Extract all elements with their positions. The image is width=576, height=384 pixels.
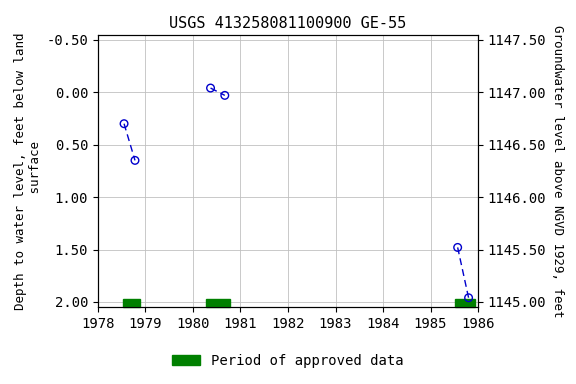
Y-axis label: Depth to water level, feet below land
 surface: Depth to water level, feet below land su… bbox=[14, 32, 42, 310]
Point bbox=[119, 121, 128, 127]
Point bbox=[453, 244, 463, 250]
Point bbox=[206, 85, 215, 91]
Point bbox=[130, 157, 139, 164]
Point bbox=[220, 92, 229, 98]
Bar bbox=[123, 299, 140, 307]
Point bbox=[464, 295, 473, 301]
Bar bbox=[206, 299, 230, 307]
Title: USGS 413258081100900 GE-55: USGS 413258081100900 GE-55 bbox=[169, 16, 407, 31]
Y-axis label: Groundwater level above NGVD 1929, feet: Groundwater level above NGVD 1929, feet bbox=[551, 25, 563, 317]
Legend: Period of approved data: Period of approved data bbox=[166, 348, 410, 373]
Bar bbox=[455, 299, 475, 307]
